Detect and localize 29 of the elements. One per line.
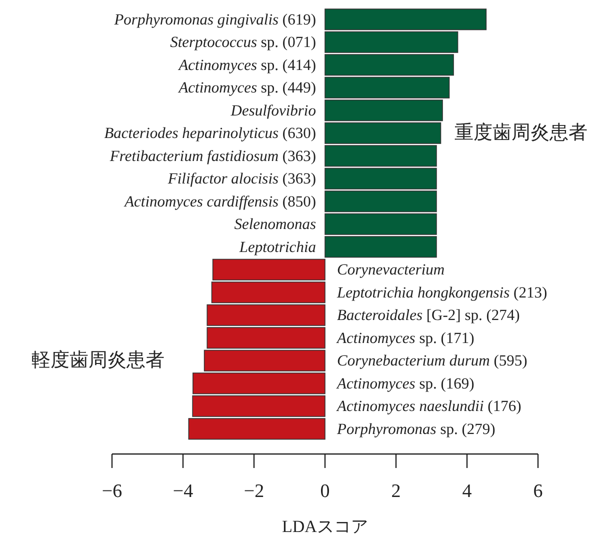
x-tick-label: −4 [172,481,194,502]
y-tick-label: Filifactor alocisis (363) [166,170,316,188]
x-tick-label: −6 [102,481,122,502]
y-tick-label: Leptotrichia hongkongensis (213) [336,284,548,301]
x-tick-label: 0 [320,481,330,502]
y-tick-label: Corynevacterium [337,261,445,278]
y-tick-label: Selenomonas [234,216,316,233]
y-tick-label: Actinomyces sp. (449) [178,79,316,96]
y-tick-label: Actinomyces naeslundii (176) [336,398,522,415]
y-tick-label: Porphyromonas gingivalis (619) [113,10,316,28]
x-tick-label: 4 [462,481,472,502]
y-tick-label: Corynebacterium durum (595) [337,352,528,370]
y-tick-label: Bacteroidales [G-2] sp. (274) [337,306,520,324]
x-tick-label: 2 [391,481,401,502]
x-tick-label: 6 [533,481,543,502]
y-tick-label: Actinomyces sp. (414) [178,56,316,74]
y-tick-label: Bacteriodes heparinolyticus (630) [104,124,316,142]
x-tick-label: −2 [244,481,264,502]
y-tick-label: Actinomyces sp. (169) [336,374,474,392]
y-tick-label: Actinomyces sp. (171) [336,329,474,346]
y-tick-label: Desulfovibrio [230,102,316,119]
y-tick-label: Porphyromonas sp. (279) [336,420,496,438]
y-tick-label: Actinomyces cardiffensis (850) [124,192,316,210]
y-tick-label: Leptotrichia [238,238,316,256]
series-name: 重度歯周炎患者 [454,122,588,144]
y-tick-label: Fretibacterium fastidiosum (363) [108,147,316,164]
xlabel: LDAスコア [282,517,368,536]
y-tick-label: Sterptococcus sp. (071) [170,34,316,51]
series-name: 軽度歯周炎患者 [31,350,164,372]
